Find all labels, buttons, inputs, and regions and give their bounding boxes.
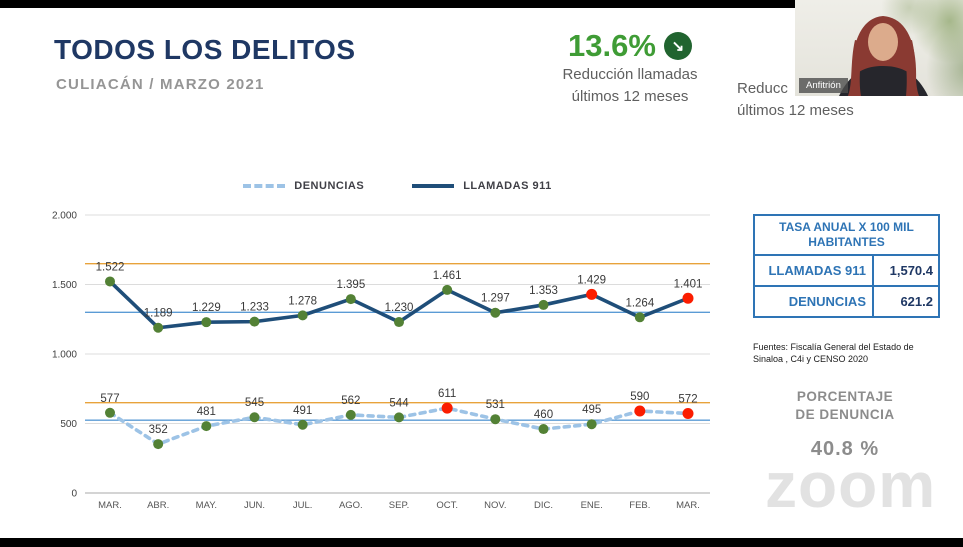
svg-text:611: 611 xyxy=(438,388,456,400)
kpi-reduction-partially-hidden: Reducc últimos 12 meses xyxy=(737,78,907,122)
svg-text:1.522: 1.522 xyxy=(96,261,125,273)
svg-text:1.429: 1.429 xyxy=(577,274,606,286)
svg-text:577: 577 xyxy=(100,393,119,405)
svg-text:1.230: 1.230 xyxy=(385,302,414,314)
rate-row-value: 621.2 xyxy=(872,287,938,316)
svg-text:481: 481 xyxy=(197,406,216,418)
sources-note: Fuentes: Fiscalía General del Estado de … xyxy=(753,342,914,364)
svg-text:AGO.: AGO. xyxy=(339,500,363,511)
svg-text:JUL.: JUL. xyxy=(293,500,313,511)
svg-text:0: 0 xyxy=(71,489,77,500)
kpi-caption-line1: Reducción llamadas xyxy=(562,66,698,83)
chart-legend: DENUNCIAS LLAMADAS 911 xyxy=(85,180,710,192)
legend-item-llamadas-911: LLAMADAS 911 xyxy=(412,180,552,192)
percentage-caption-line2: DE DENUNCIA xyxy=(795,407,895,423)
legend-label: DENUNCIAS xyxy=(294,180,365,192)
zoom-watermark: zoom xyxy=(765,449,937,521)
svg-text:1.278: 1.278 xyxy=(288,295,317,307)
line-chart-svg: 0 500 1.000 1.500 2.000 1.522 1.189 1.229 1.233 1… xyxy=(52,211,710,511)
svg-text:572: 572 xyxy=(678,393,697,405)
svg-text:545: 545 xyxy=(245,397,264,409)
decrease-arrow-icon: ↘ xyxy=(663,32,692,60)
rate-row-label: DENUNCIAS xyxy=(788,294,866,309)
svg-text:352: 352 xyxy=(149,424,168,436)
kpi-value: 13.6% xyxy=(568,28,656,63)
svg-text:OCT.: OCT. xyxy=(436,500,458,511)
kpi2-caption-line1: Reducc xyxy=(737,80,788,97)
presentation-slide: TODOS LOS DELITOS CULIACÁN / MARZO 2021 … xyxy=(0,8,963,538)
percentage-value: 40.8 % xyxy=(810,438,880,461)
svg-text:JUN.: JUN. xyxy=(244,500,265,511)
svg-text:1.500: 1.500 xyxy=(52,280,77,291)
kpi-caption-line2: últimos 12 meses xyxy=(571,87,689,105)
llamadas-911-line-swatch xyxy=(412,184,455,188)
svg-text:FEB.: FEB. xyxy=(629,500,650,511)
svg-text:1.229: 1.229 xyxy=(192,302,221,314)
svg-text:1.461: 1.461 xyxy=(433,270,462,282)
rate-row-value: 1,570.4 xyxy=(872,256,938,285)
page-title: TODOS LOS DELITOS xyxy=(54,34,356,65)
svg-text:562: 562 xyxy=(341,395,360,407)
webcam-tile-host[interactable]: Anfitrión xyxy=(795,0,963,96)
report-percentage-block: PORCENTAJE DE DENUNCIA 40.8 % xyxy=(752,388,938,461)
kpi2-caption-line2: últimos 12 meses xyxy=(737,101,854,119)
svg-text:495: 495 xyxy=(582,404,601,416)
svg-text:2.000: 2.000 xyxy=(52,211,77,222)
svg-text:1.401: 1.401 xyxy=(674,278,703,290)
svg-text:500: 500 xyxy=(60,419,77,430)
svg-text:1.395: 1.395 xyxy=(336,279,365,291)
kpi-reduction-calls: 13.6% ↘ Reducción llamadas últimos 12 me… xyxy=(535,28,725,108)
svg-text:491: 491 xyxy=(293,405,312,417)
svg-text:1.233: 1.233 xyxy=(240,302,269,314)
svg-text:544: 544 xyxy=(389,397,409,409)
svg-text:1.189: 1.189 xyxy=(144,308,173,320)
svg-text:DIC.: DIC. xyxy=(534,500,553,511)
svg-text:590: 590 xyxy=(630,391,649,403)
svg-text:531: 531 xyxy=(486,399,505,411)
annual-rate-table: TASA ANUAL X 100 MIL HABITANTES LLAMADAS… xyxy=(753,214,940,318)
webcam-person-silhouette xyxy=(839,16,928,96)
denuncias-line-swatch xyxy=(243,184,286,188)
svg-text:MAR.: MAR. xyxy=(676,500,700,511)
svg-text:460: 460 xyxy=(534,409,553,421)
legend-label: LLAMADAS 911 xyxy=(463,180,552,192)
svg-text:MAR.: MAR. xyxy=(98,500,122,511)
legend-item-denuncias: DENUNCIAS xyxy=(243,180,364,192)
svg-text:1.353: 1.353 xyxy=(529,285,558,297)
svg-text:MAY.: MAY. xyxy=(196,500,217,511)
svg-text:ABR.: ABR. xyxy=(147,500,169,511)
rate-row-label: LLAMADAS 911 xyxy=(768,263,866,278)
table-row: DENUNCIAS 621.2 xyxy=(755,287,938,316)
svg-text:1.297: 1.297 xyxy=(481,293,510,305)
page-subtitle: CULIACÁN / MARZO 2021 xyxy=(56,76,265,93)
svg-text:1.264: 1.264 xyxy=(625,297,654,309)
host-badge: Anfitrión xyxy=(799,78,848,93)
percentage-caption-line1: PORCENTAJE xyxy=(796,389,894,404)
svg-text:NOV.: NOV. xyxy=(484,500,506,511)
svg-text:ENE.: ENE. xyxy=(581,500,603,511)
table-row: LLAMADAS 911 1,570.4 xyxy=(755,256,938,287)
crime-trend-chart: 0 500 1.000 1.500 2.000 1.522 1.189 1.229 1.233 1… xyxy=(50,207,720,532)
rate-table-header: TASA ANUAL X 100 MIL HABITANTES xyxy=(755,216,938,256)
svg-text:SEP.: SEP. xyxy=(389,500,409,511)
svg-text:1.000: 1.000 xyxy=(52,350,77,361)
